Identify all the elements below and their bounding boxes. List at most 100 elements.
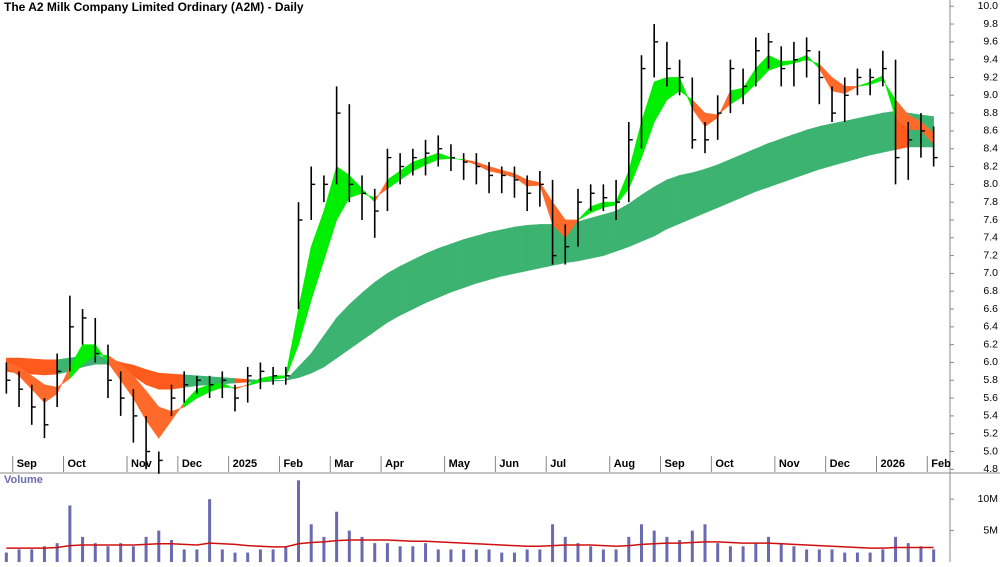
long-ribbon [755, 142, 769, 192]
x-tick-label: Sep [17, 458, 37, 470]
volume-bar [233, 552, 237, 562]
volume-bar [932, 549, 936, 562]
volume-bar [4, 552, 8, 562]
x-tick-label: 2025 [233, 458, 257, 470]
y-tick-label: 8.8 [983, 107, 998, 119]
long-ribbon [742, 148, 757, 198]
y-tick-label: 9.4 [983, 53, 998, 65]
volume-bar [271, 549, 275, 562]
long-ribbon [666, 175, 680, 230]
volume-bar [525, 549, 529, 562]
volume-bar [589, 546, 593, 562]
y-tick-label: 10M [978, 493, 998, 505]
long-ribbon [615, 203, 630, 252]
long-ribbon [717, 158, 731, 208]
long-ribbon [412, 253, 426, 310]
volume-bar [894, 536, 898, 562]
volume-bar [779, 543, 783, 562]
volume-bar [360, 536, 364, 562]
volume-bar [449, 549, 453, 562]
long-ribbon [768, 138, 782, 188]
long-ribbon [399, 259, 414, 316]
volume-bar [792, 546, 796, 562]
volume-bar [284, 546, 288, 562]
volume-bar [258, 549, 262, 562]
volume-bar [474, 549, 478, 562]
long-ribbon [730, 153, 744, 203]
long-ribbon [374, 272, 388, 332]
y-tick-label: 6.8 [983, 285, 998, 297]
x-tick-label: Dec [182, 458, 202, 470]
volume-bar [754, 543, 758, 562]
x-tick-label: Sep [665, 458, 685, 470]
y-tick-label: 9.6 [983, 36, 998, 48]
volume-bar [830, 549, 834, 562]
long-ribbon [526, 224, 541, 272]
long-ribbon [780, 134, 795, 183]
y-tick-label: 8.6 [983, 125, 998, 137]
volume-bar [690, 530, 694, 562]
x-tick-label: Jul [550, 458, 566, 470]
long-ribbon [641, 186, 655, 242]
y-tick-label: 5M [983, 524, 998, 536]
x-tick-label: Nov [779, 458, 801, 470]
volume-bar [93, 543, 97, 562]
y-tick-label: 5.2 [983, 427, 998, 439]
x-tick-label: Apr [385, 458, 405, 470]
volume-bar [843, 552, 847, 562]
chart-title: The A2 Milk Company Limited Ordinary (A2… [4, 0, 304, 14]
price-panel [0, 0, 950, 472]
y-tick-label: 9.8 [983, 18, 998, 30]
volume-bar [68, 505, 72, 562]
volume-bar [398, 546, 402, 562]
volume-bar [805, 549, 809, 562]
volume-bar [741, 546, 745, 562]
x-tick-label: Oct [68, 458, 87, 470]
volume-bar [157, 530, 161, 562]
volume-bar [678, 540, 682, 562]
long-ribbon [158, 372, 172, 390]
x-tick-label: Dec [830, 458, 850, 470]
x-tick-label: 2026 [880, 458, 904, 470]
volume-bar [500, 552, 504, 562]
volume-bar [436, 549, 440, 562]
y-tick-label: 8.4 [983, 143, 998, 155]
volume-bar [17, 549, 21, 562]
long-ribbon [806, 126, 820, 175]
volume-bar [335, 511, 339, 562]
volume-bar [144, 536, 148, 562]
long-ribbon [819, 123, 833, 170]
volume-bar [703, 524, 707, 562]
y-tick-label: 9.0 [983, 89, 998, 101]
long-ribbon [437, 243, 452, 298]
volume-bar [347, 530, 351, 562]
y-tick-label: 6.0 [983, 356, 998, 368]
long-ribbon [691, 168, 706, 219]
volume-bar [601, 549, 605, 562]
long-ribbon [183, 374, 198, 388]
y-tick-label: 5.4 [983, 410, 998, 422]
volume-bar [169, 540, 173, 562]
volume-bar [614, 549, 618, 562]
volume-bar [627, 536, 631, 562]
y-tick-label: 7.8 [983, 196, 998, 208]
volume-bar [817, 549, 821, 562]
long-ribbon [831, 120, 846, 167]
volume-bar [297, 480, 301, 562]
long-ribbon [450, 239, 464, 293]
long-ribbon [590, 214, 604, 259]
volume-title: Volume [4, 474, 43, 486]
y-tick-label: 6.4 [983, 321, 998, 333]
volume-bar [512, 552, 516, 562]
long-ribbon [44, 359, 58, 376]
long-ribbon [869, 112, 884, 156]
y-tick-label: 9.2 [983, 71, 998, 83]
volume-bar [55, 543, 59, 562]
volume-bar [652, 530, 656, 562]
long-ribbon [476, 232, 490, 284]
long-ribbon [844, 118, 858, 163]
x-tick-label: Feb [283, 458, 303, 470]
long-ribbon [653, 179, 668, 237]
y-tick-label: 7.2 [983, 249, 998, 261]
y-tick-label: 5.8 [983, 374, 998, 386]
